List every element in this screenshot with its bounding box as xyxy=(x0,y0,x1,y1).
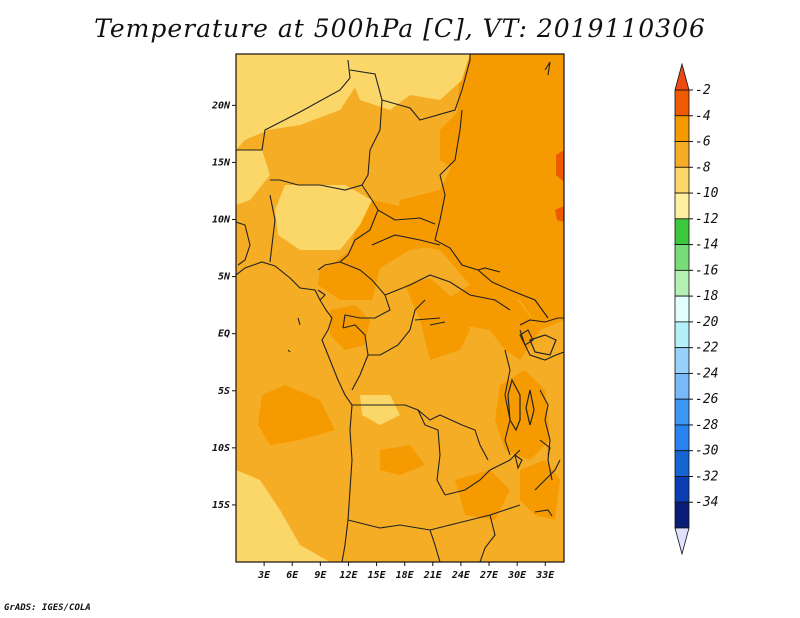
lake-outlines xyxy=(507,334,557,432)
colorbar-swatch xyxy=(674,501,690,529)
colorbar-label: -12 xyxy=(695,212,719,227)
temperature-field-warm-region xyxy=(258,54,564,520)
colorbar-label: -8 xyxy=(695,160,711,175)
colorbar-label: -10 xyxy=(695,186,719,201)
lat-tick-label: 5N xyxy=(218,272,231,283)
colorbar-label: -6 xyxy=(695,135,711,150)
colorbar-label: -30 xyxy=(695,444,719,459)
map-frame xyxy=(235,53,565,563)
colorbar-swatch xyxy=(674,373,690,400)
lat-tick-label: EQ xyxy=(218,329,230,340)
lat-tick-label: 10S xyxy=(212,443,230,454)
colorbar-label: -22 xyxy=(695,341,719,356)
grads-credit: GrADS: IGES/COLA xyxy=(4,603,91,613)
colorbar-swatch xyxy=(674,347,690,374)
lon-tick-label: 30E xyxy=(507,570,527,581)
colorbar-label: -32 xyxy=(695,469,719,484)
lon-tick-label: 27E xyxy=(479,570,499,581)
latitude-axis: 20N 15N 10N 5N EQ 5S 10S 15S xyxy=(211,100,236,511)
colorbar-swatch xyxy=(674,192,690,220)
colorbar-label: -24 xyxy=(695,366,718,381)
colorbar-swatch xyxy=(674,244,690,271)
colorbar-swatch xyxy=(674,141,690,168)
lon-tick-label: 33E xyxy=(535,570,555,581)
lon-tick-label: 15E xyxy=(368,570,387,581)
map-plot-area xyxy=(236,54,564,562)
colorbar-swatch xyxy=(674,166,690,194)
colorbar-label: -26 xyxy=(695,392,719,407)
lon-tick-label: 18E xyxy=(396,570,415,581)
colorbar-swatch xyxy=(674,218,690,245)
temperature-field-hot-region xyxy=(555,150,564,222)
colorbar-swatch xyxy=(674,269,690,297)
lon-tick-label: 3E xyxy=(257,570,271,581)
colorbar-label: -34 xyxy=(695,495,718,510)
colorbar-label: -16 xyxy=(695,263,719,278)
colorbar-swatch xyxy=(674,424,690,452)
country-borders xyxy=(236,54,564,562)
lon-tick-label: 21E xyxy=(423,570,443,581)
colorbar-swatch xyxy=(674,398,690,426)
colorbar-swatch xyxy=(674,89,690,117)
colorbar-swatch xyxy=(674,115,690,142)
temperature-field-cool-region xyxy=(236,54,470,562)
lat-tick-label: 15N xyxy=(212,157,231,168)
colorbar-label: -14 xyxy=(695,238,718,253)
colorbar-swatch xyxy=(674,450,690,477)
colorbar-swatch xyxy=(674,476,690,503)
colorbar-top-triangle xyxy=(674,62,690,91)
lon-tick-label: 6E xyxy=(286,570,299,581)
colorbar-label: -18 xyxy=(695,289,719,304)
colorbar-swatch xyxy=(674,295,690,323)
lat-tick-label: 10N xyxy=(212,215,231,226)
map-title: Temperature at 500hPa [C], VT: 201911030… xyxy=(94,14,706,43)
lon-tick-label: 12E xyxy=(339,570,358,581)
lon-tick-label: 24E xyxy=(451,570,471,581)
lon-tick-label: 9E xyxy=(314,570,327,581)
colorbar-label: -2 xyxy=(695,83,711,98)
colorbar: -2 -4 -6 -8 -10 -12 -14 -16 -18 -20 -22 -24 -26 -28 -3… xyxy=(674,62,719,556)
lat-tick-label: 20N xyxy=(211,100,231,111)
longitude-axis: 3E 6E 9E 12E 15E 18E 21E 24E 27E 30E 33E xyxy=(257,562,555,581)
lat-tick-label: 5S xyxy=(218,386,230,397)
colorbar-bottom-triangle xyxy=(674,527,690,556)
colorbar-swatch xyxy=(674,321,690,349)
colorbar-label: -4 xyxy=(695,109,711,124)
lat-tick-label: 15S xyxy=(212,500,230,511)
colorbar-label: -20 xyxy=(695,315,719,330)
colorbar-label: -28 xyxy=(695,418,719,433)
